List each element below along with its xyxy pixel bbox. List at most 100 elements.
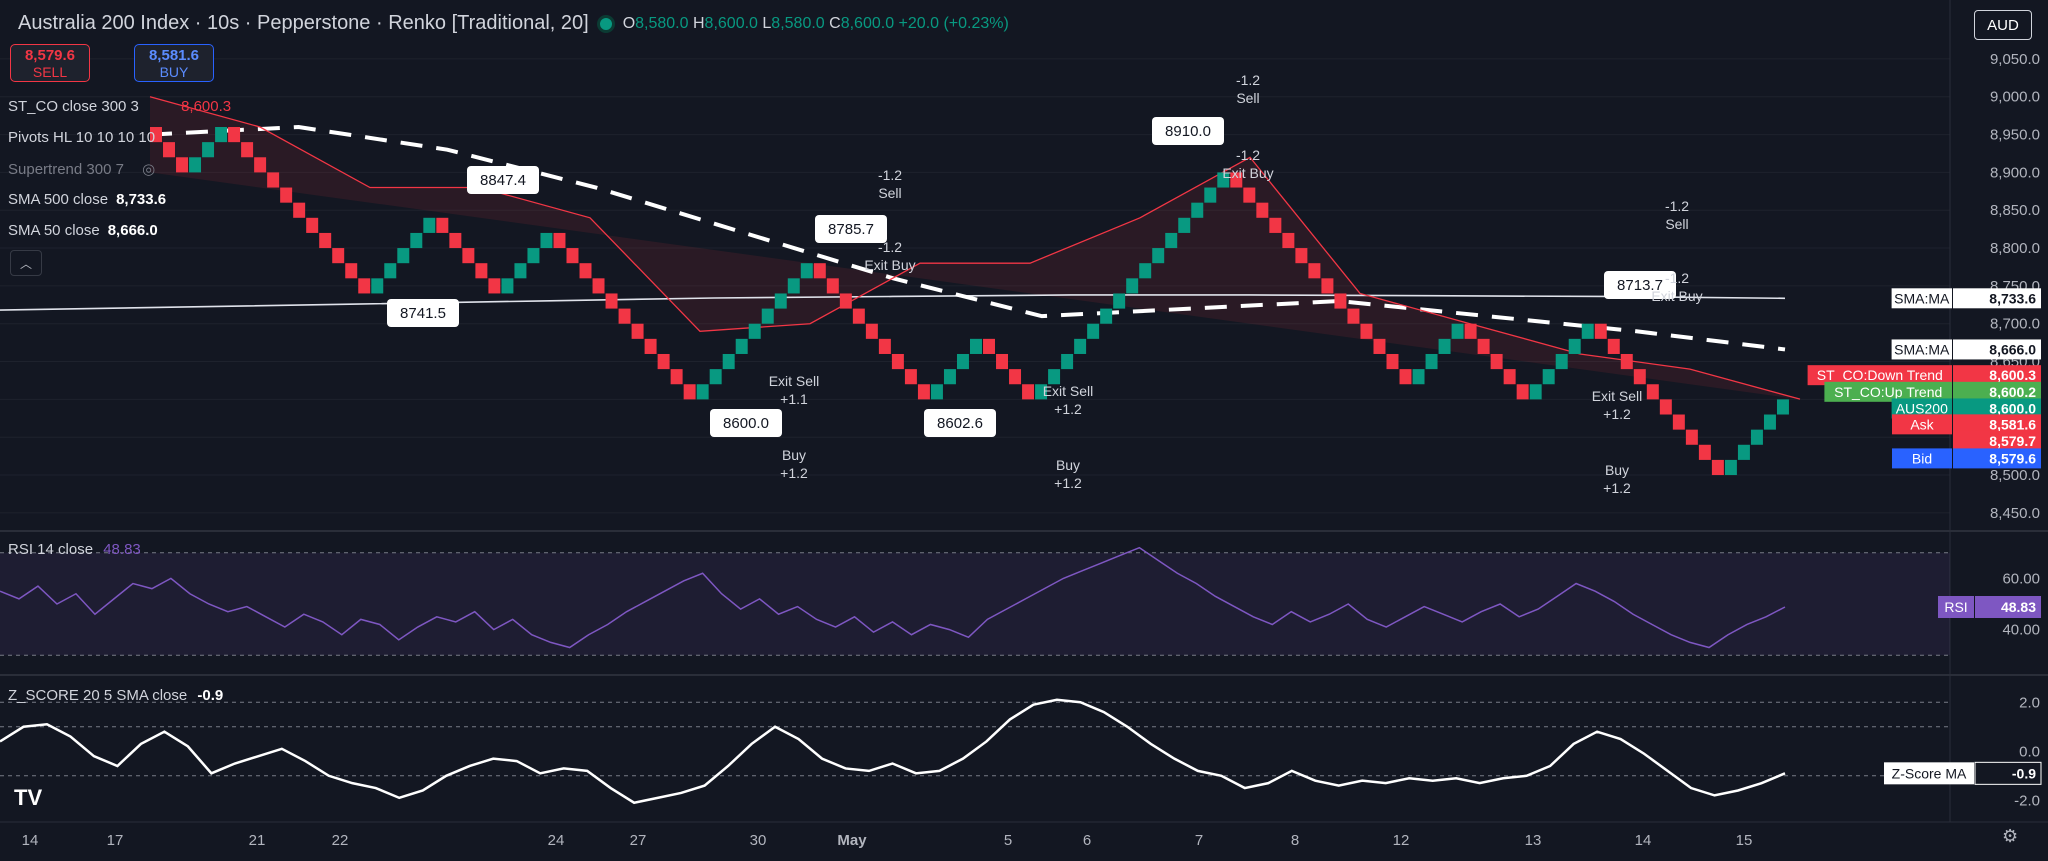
renko-brick <box>410 232 423 249</box>
price-tag-name: SMA:MA <box>1894 290 1950 306</box>
price-tag-name: Bid <box>1912 450 1932 466</box>
renko-brick <box>1243 187 1256 203</box>
renko-brick <box>1503 369 1516 385</box>
renko-brick <box>970 338 982 354</box>
renko-brick <box>1633 369 1646 385</box>
renko-brick <box>514 263 527 279</box>
price-tag-value: 8,600.0 <box>1989 400 2036 416</box>
signal-label: Exit Buy <box>1222 165 1273 181</box>
price-tag-value: 8,579.7 <box>1989 433 2036 449</box>
renko-brick <box>1776 399 1789 415</box>
renko-brick <box>878 338 891 354</box>
price-tag-value-box <box>1953 414 2041 435</box>
renko-brick <box>1607 338 1620 354</box>
renko-brick <box>1438 338 1451 354</box>
renko-brick <box>345 263 358 279</box>
signal-label: Exit Sell <box>1043 383 1094 399</box>
legend-sma500[interactable]: SMA 500 close 8,733.6 <box>8 191 167 208</box>
signal-label: Exit Sell <box>769 373 820 389</box>
pivot-label-box <box>815 215 887 243</box>
price-tag-value-box <box>1953 430 2041 451</box>
sell-button[interactable]: 8,579.6 SELL <box>10 44 90 82</box>
price-tick-label: 8,950.0 <box>1990 127 2040 144</box>
time-tick-label: 14 <box>1635 832 1652 849</box>
signal-label: +1.2 <box>1054 401 1082 417</box>
signal-label: -1.2 <box>1665 270 1689 286</box>
rsi-pane-label[interactable]: RSI 14 close 48.83 <box>8 541 141 558</box>
pivot-label: 8600.0 <box>723 415 769 432</box>
renko-brick <box>709 369 722 385</box>
renko-brick <box>1412 369 1425 385</box>
renko-brick <box>1399 369 1412 385</box>
renko-brick <box>540 232 553 249</box>
price-tick-label: 9,050.0 <box>1990 51 2040 68</box>
renko-brick <box>1581 323 1594 339</box>
time-tick-label: 24 <box>548 832 565 849</box>
z-tick-label: 0.0 <box>2019 743 2040 760</box>
legend-sma50[interactable]: SMA 50 close 8,666.0 <box>8 222 158 239</box>
renko-brick <box>358 278 371 294</box>
sma50-dashed-line <box>149 125 1786 352</box>
price-tick-label: 8,900.0 <box>1990 164 2040 181</box>
signal-label: -1.2 <box>1665 198 1689 214</box>
price-tick-label: 8,450.0 <box>1990 505 2040 522</box>
renko-brick <box>1308 263 1321 279</box>
pivot-label-box <box>467 166 539 194</box>
symbol-title[interactable]: Australia 200 Index · 10s · Pepperstone … <box>18 12 589 34</box>
time-tick-label: 30 <box>750 832 767 849</box>
renko-brick <box>423 217 436 233</box>
gear-icon[interactable]: ⚙ <box>2002 826 2019 846</box>
renko-brick <box>475 263 488 279</box>
signal-label: -1.2 <box>1236 72 1260 88</box>
renko-brick <box>618 308 631 324</box>
z-tag-name: Z-Score MA <box>1892 765 1967 781</box>
legend-supertrend[interactable]: Supertrend 300 7 ◎ <box>8 161 156 178</box>
legend-pivots[interactable]: Pivots HL 10 10 10 10 <box>8 129 156 146</box>
renko-brick <box>1113 293 1126 309</box>
z-tick-label: 2.0 <box>2019 694 2040 711</box>
renko-brick <box>1139 263 1152 279</box>
renko-brick <box>1763 414 1776 430</box>
zscore-pane-label[interactable]: Z_SCORE 20 5 SMA close -0.9 <box>8 687 224 704</box>
st-co-line <box>149 96 1801 400</box>
renko-brick <box>1568 338 1581 354</box>
renko-brick <box>501 278 514 294</box>
renko-brick <box>1672 414 1685 430</box>
renko-brick <box>293 202 306 218</box>
renko-brick <box>1724 459 1737 476</box>
signal-label: Sell <box>878 185 901 201</box>
price-tick-label: 9,000.0 <box>1990 89 2040 106</box>
pivot-label-box <box>1152 117 1224 145</box>
renko-brick <box>839 293 852 309</box>
signal-label: Exit Sell <box>1592 388 1643 404</box>
renko-brick <box>1009 369 1022 385</box>
rsi-band <box>0 552 1950 656</box>
z-tag-value-box <box>1974 761 2042 785</box>
renko-brick <box>852 308 865 324</box>
legend-st-co[interactable]: ST_CO close 300 3 8,600.3 <box>8 98 232 115</box>
buy-button[interactable]: 8,581.6 BUY <box>134 44 214 82</box>
time-tick-label: May <box>837 832 867 849</box>
renko-brick <box>1204 187 1217 203</box>
signal-label: -1.2 <box>1236 147 1260 163</box>
renko-brick <box>1191 202 1204 218</box>
renko-brick <box>1646 384 1659 400</box>
renko-brick <box>449 232 462 249</box>
renko-brick <box>1477 338 1490 354</box>
market-open-icon <box>596 14 615 33</box>
pivot-label: 8713.7 <box>1617 277 1663 294</box>
renko-brick <box>553 232 566 249</box>
price-tag-value: 8,666.0 <box>1989 341 2036 357</box>
renko-brick <box>1490 353 1503 370</box>
currency-button[interactable]: AUD <box>1974 10 2032 40</box>
price-tag-name-box <box>1807 365 1952 386</box>
pivot-label: 8741.5 <box>400 305 446 322</box>
renko-brick <box>371 278 384 294</box>
renko-brick <box>1074 338 1087 354</box>
signal-label: -1.2 <box>878 239 902 255</box>
collapse-legend-button[interactable]: ︿ <box>10 250 42 276</box>
signal-label: Buy <box>782 447 806 463</box>
renko-brick <box>943 369 956 385</box>
renko-brick <box>1035 384 1048 400</box>
